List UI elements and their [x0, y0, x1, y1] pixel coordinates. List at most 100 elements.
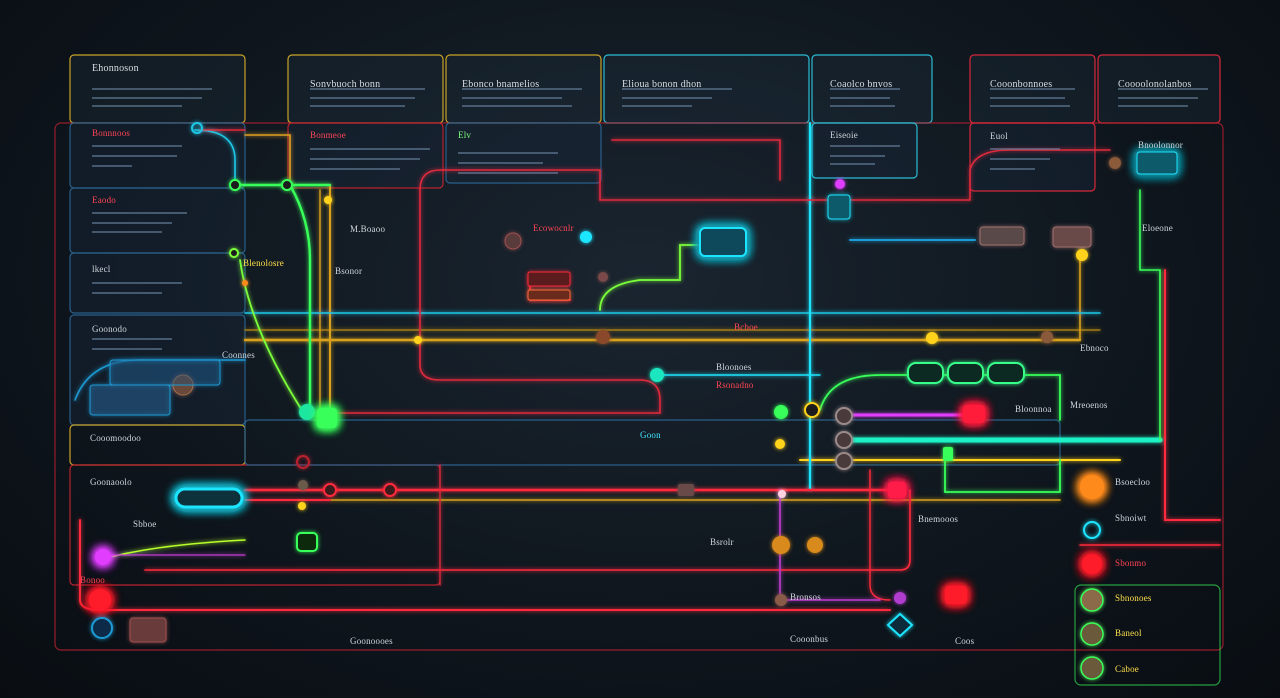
label-bsonor: Bsonor	[335, 266, 363, 276]
label-bonnnoos: Bonnnoos	[92, 128, 131, 138]
node-gray-box-b	[1052, 226, 1092, 248]
label-bonoo: Bonoo	[80, 575, 106, 585]
nodes	[89, 122, 1178, 680]
node-brown-box	[129, 617, 167, 643]
label-bsrolr: Bsrolr	[710, 537, 734, 547]
node-brown-g	[775, 594, 787, 606]
node-yellow-a	[324, 196, 332, 204]
node-magenta-c	[894, 592, 906, 604]
label-bsoecloo: Bsoecloo	[1115, 477, 1151, 487]
label-eiseoie: Eiseoie	[830, 130, 858, 140]
node-green-square	[317, 408, 337, 428]
label-sbonmo: Sbonmo	[1115, 558, 1147, 568]
node-tan-c	[1080, 656, 1104, 680]
node-blue-box	[89, 384, 171, 416]
node-blue	[91, 617, 113, 639]
label-bonmeoe: Bonmeoe	[310, 130, 346, 140]
node-brown-f	[1041, 331, 1053, 343]
node-yellow-d	[1076, 249, 1088, 261]
node-green-b	[281, 179, 293, 191]
label-caboe: Caboe	[1115, 664, 1139, 674]
label-bcboe: Bcboe	[734, 322, 758, 332]
label-eaodo: Eaodo	[92, 195, 116, 205]
node-red-tag	[945, 586, 967, 604]
node-tan-b	[1080, 622, 1104, 646]
node-brown-small	[678, 484, 694, 496]
node-red-big	[89, 589, 111, 611]
node-tan-a	[1080, 588, 1104, 612]
pill-green-b	[947, 362, 984, 384]
label-eloeone: Eloeone	[1142, 223, 1173, 233]
label-ebnoco: Ebnoco	[1080, 343, 1109, 353]
label-bloonnoa: Bloonnoa	[1015, 404, 1052, 414]
node-orange-a	[772, 536, 790, 554]
label-cooonbus: Cooonbus	[790, 634, 829, 644]
label-goonodo: Goonodo	[92, 324, 127, 334]
label-blenolosre: Blenolosre	[243, 258, 284, 268]
node-cyan-a	[299, 404, 315, 420]
label-coos: Coos	[955, 636, 975, 646]
panel-title-coaolco: Coaolco bnvos	[830, 79, 893, 90]
connection-lines	[74, 121, 1221, 611]
node-green-small	[296, 532, 318, 552]
node-blue-box-b	[109, 359, 221, 386]
label-bronsos: Bronsos	[790, 592, 821, 602]
node-gray-d	[835, 452, 853, 470]
node-cyan-diamond	[886, 612, 914, 638]
node-red-square	[888, 482, 906, 498]
panel-title-ehonnoson: Ehonnoson	[92, 63, 139, 74]
node-yellow-c	[414, 336, 422, 344]
node-red-pill	[963, 405, 985, 423]
node-brown-b	[504, 232, 522, 250]
label-coonnes: Coonnes	[222, 350, 255, 360]
label-bnemooos: Bnemooos	[918, 514, 959, 524]
label-goonaoolo: Goonaoolo	[90, 477, 132, 487]
node-yellow-b	[298, 502, 306, 510]
node-gray-a	[298, 480, 308, 490]
label-bloonoes: Bloonoes	[716, 362, 752, 372]
node-white-a	[778, 490, 786, 498]
node-brown-e	[1109, 157, 1121, 169]
node-red-a	[323, 483, 337, 497]
node-red-b	[383, 483, 397, 497]
node-gray-box	[979, 226, 1025, 246]
node-orange-b	[807, 537, 823, 553]
node-red-stack-b	[527, 289, 571, 301]
label-bnoolonnor: Bnoolonnor	[1138, 140, 1184, 150]
label-goonoooes: Goonoooes	[350, 636, 393, 646]
node-magenta	[95, 549, 111, 565]
panel-title-sonvbuoch: Sonvbuoch bonn	[310, 79, 381, 90]
label-mboaoo: M.Boaoo	[350, 224, 386, 234]
node-magenta-b	[835, 179, 845, 189]
label-elv: Elv	[458, 130, 472, 140]
node-orange-c	[242, 280, 248, 286]
node-yellow-g	[775, 439, 785, 449]
node-green-c	[229, 248, 239, 258]
node-red-round	[1082, 554, 1102, 574]
node-gray-c	[835, 431, 853, 449]
node-brown-c	[598, 272, 608, 282]
panel-title-cooonbonnoes: Cooonbonnoes	[990, 79, 1053, 90]
node-gray-b	[835, 407, 853, 425]
panel-title-ebonco: Ebonco bnamelios	[462, 79, 540, 90]
node-green-d	[774, 405, 788, 419]
node-cyan-c	[650, 368, 664, 382]
node-teal-box	[699, 227, 747, 257]
node-yellow-f	[804, 402, 820, 418]
label-goon: Goon	[640, 430, 661, 440]
panel-text-lines	[92, 88, 1208, 350]
label-sbnonoes: Sbnonoes	[1115, 593, 1152, 603]
node-green-flag	[943, 447, 953, 461]
node-cyan-tiny	[191, 122, 203, 134]
label-sbnoiwt: Sbnoiwt	[1115, 513, 1147, 523]
label-rsonadno: Rsonadno	[716, 380, 754, 390]
node-cyan-tag	[1136, 151, 1178, 175]
label-cooomoodoo: Cooomoodoo	[90, 433, 142, 443]
node-green-a	[229, 179, 241, 191]
node-red-stack	[527, 271, 571, 287]
label-lkecl: lkecl	[92, 264, 111, 274]
pill-green-c	[987, 362, 1025, 384]
node-red-dim	[296, 455, 310, 469]
pill-cyan	[174, 487, 244, 509]
